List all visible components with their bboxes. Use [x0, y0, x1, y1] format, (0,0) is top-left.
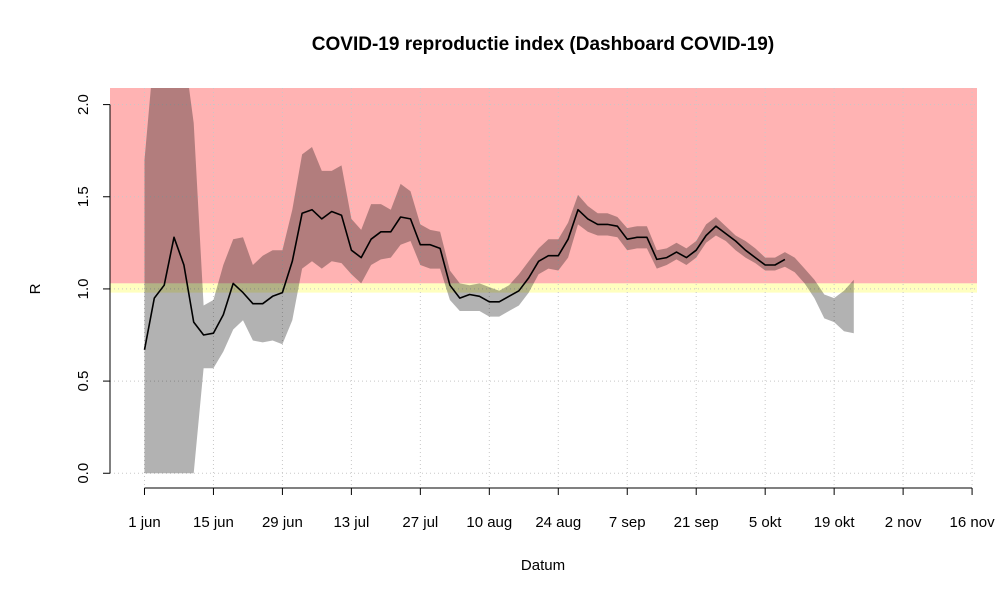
- x-tick-label: 7 sep: [609, 514, 646, 531]
- y-tick-label: 1.0: [75, 278, 92, 299]
- x-tick-label: 29 jun: [262, 514, 303, 531]
- plot-area: [110, 88, 977, 488]
- x-tick-label: 13 jul: [333, 514, 369, 531]
- x-tick-label: 10 aug: [466, 514, 512, 531]
- y-tick-label: 0.5: [75, 371, 92, 392]
- threshold-region: [110, 283, 977, 293]
- x-tick-label: 16 nov: [950, 514, 996, 531]
- r-line: [143, 208, 786, 350]
- x-tick-label: 5 okt: [749, 514, 782, 531]
- x-tick-label: 27 jul: [402, 514, 438, 531]
- x-tick-label: 15 jun: [193, 514, 234, 531]
- confidence-band: [144, 88, 854, 474]
- chart-title: COVID-19 reproductie index (Dashboard CO…: [312, 34, 774, 55]
- x-tick-label: 2 nov: [885, 514, 922, 531]
- y-tick-label: 0.0: [75, 463, 92, 484]
- x-tick-label: 1 jun: [128, 514, 161, 531]
- y-tick-label: 1.5: [75, 186, 92, 207]
- x-axis-label: Datum: [521, 557, 565, 574]
- x-tick-label: 19 okt: [814, 514, 856, 531]
- threshold-region: [110, 88, 977, 284]
- x-tick-label: 21 sep: [674, 514, 719, 531]
- x-tick-label: 24 aug: [535, 514, 581, 531]
- y-axis-label: R: [27, 283, 44, 294]
- y-tick-label: 2.0: [75, 94, 92, 115]
